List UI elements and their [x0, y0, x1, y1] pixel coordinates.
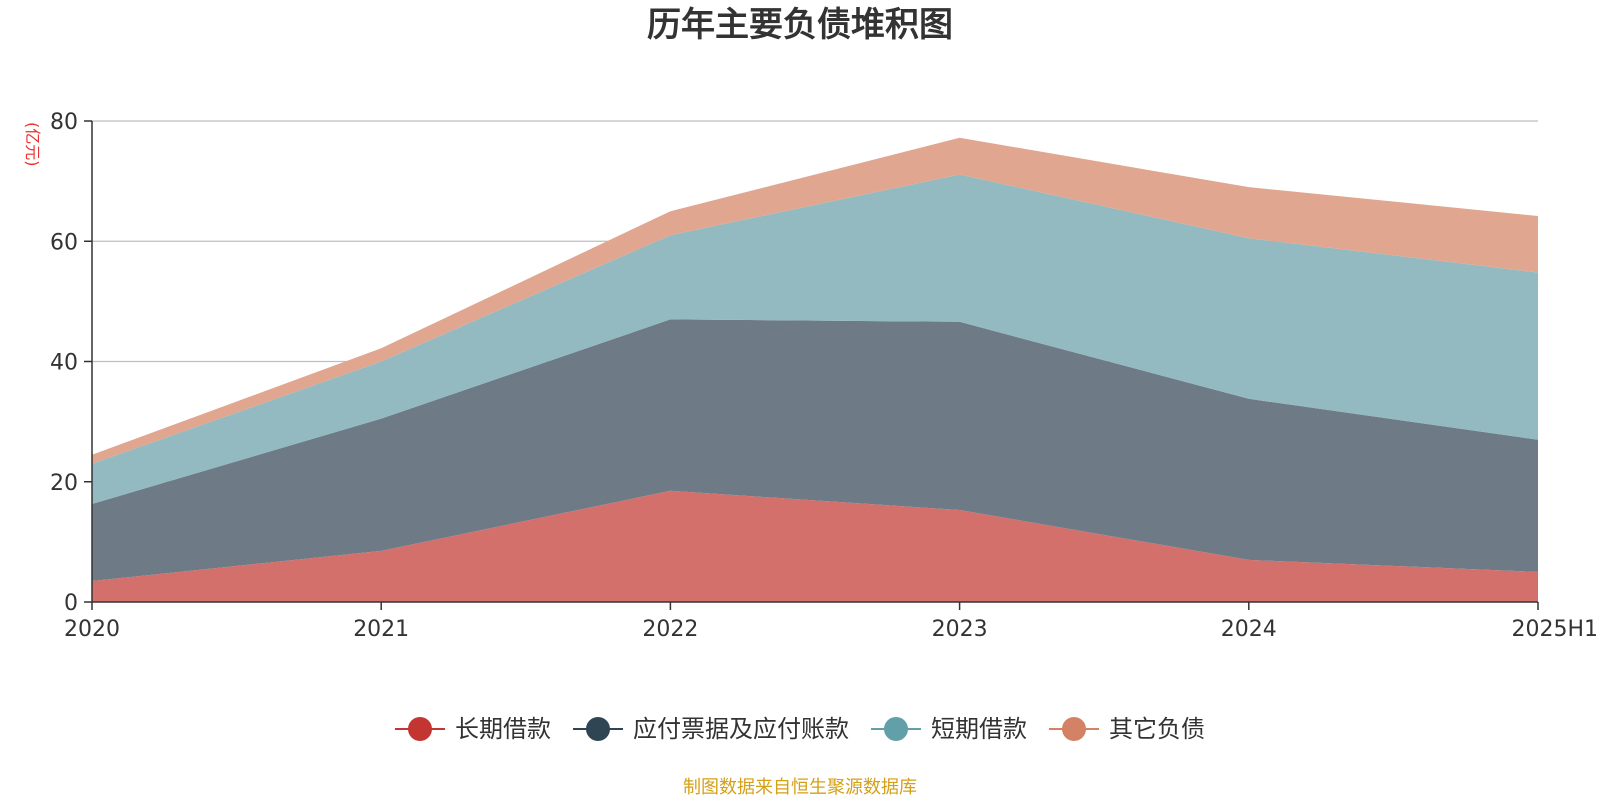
y-tick-label: 60 — [50, 230, 78, 255]
area-series-1 — [92, 319, 1538, 581]
axes — [84, 120, 1539, 610]
legend-item-other-liabilities[interactable]: 其它负债 — [1049, 715, 1205, 743]
area-series-2 — [92, 174, 1538, 504]
legend-marker-icon — [1049, 715, 1099, 743]
legend-marker-icon — [871, 715, 921, 743]
legend-item-long-term-loans[interactable]: 长期借款 — [395, 715, 551, 743]
data-source-note: 制图数据来自恒生聚源数据库 — [683, 777, 917, 798]
x-tick-label: 2024 — [1221, 617, 1277, 642]
x-tick-label: 2025H1 — [1511, 617, 1598, 642]
legend-item-short-term-loans[interactable]: 短期借款 — [871, 715, 1027, 743]
legend-label: 其它负债 — [1109, 715, 1205, 743]
x-tick-label: 2020 — [64, 617, 120, 642]
legend-marker-icon — [573, 715, 623, 743]
x-tick-label: 2023 — [932, 617, 988, 642]
stacked-area-chart: 0 20 40 60 80 2020 2021 2022 2023 2024 2025H1 — [50, 110, 1598, 642]
legend-label: 应付票据及应付账款 — [633, 715, 849, 743]
area-series-3 — [92, 137, 1538, 464]
chart-title: 历年主要负债堆积图 — [647, 5, 953, 45]
tick-labels: 0 20 40 60 80 2020 2021 2022 2023 2024 2025H1 — [50, 110, 1598, 642]
area-series — [92, 137, 1538, 602]
y-tick-label: 0 — [64, 591, 78, 616]
y-tick-label: 40 — [50, 351, 78, 376]
y-tick-label: 80 — [50, 110, 78, 135]
legend-label: 短期借款 — [931, 715, 1027, 743]
area-series-0 — [92, 490, 1538, 602]
x-tick-label: 2022 — [642, 617, 698, 642]
legend-marker-icon — [395, 715, 445, 743]
legend: 长期借款 应付票据及应付账款 短期借款 其它负债 — [0, 715, 1600, 743]
legend-label: 长期借款 — [455, 715, 551, 743]
y-tick-label: 20 — [50, 471, 78, 496]
legend-item-notes-and-accounts-payable[interactable]: 应付票据及应付账款 — [573, 715, 849, 743]
x-tick-label: 2021 — [353, 617, 409, 642]
